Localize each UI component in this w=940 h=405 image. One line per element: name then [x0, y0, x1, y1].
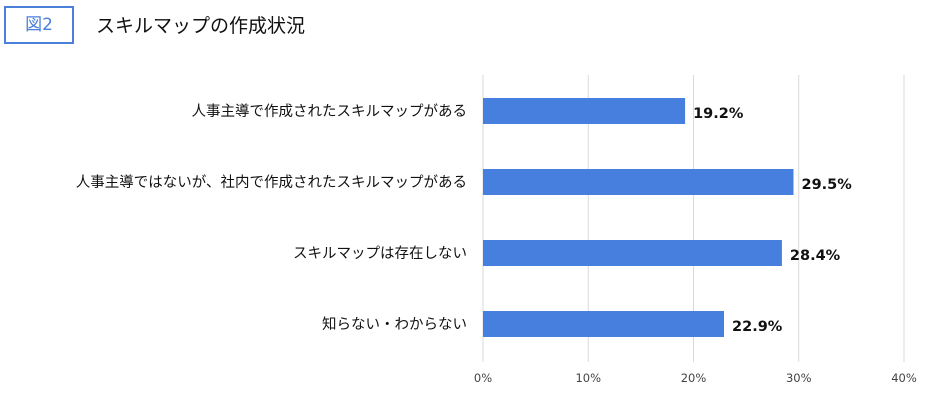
bar: [483, 240, 782, 266]
category-label: 人事主導で作成されたスキルマップがある: [192, 103, 468, 120]
x-tick-label: 0%: [474, 371, 492, 385]
x-tick-label: 40%: [891, 371, 917, 385]
data-label: 28.4%: [790, 248, 841, 264]
bar: [483, 169, 794, 195]
x-tick-label: 20%: [681, 371, 707, 385]
category-label: スキルマップは存在しない: [293, 245, 467, 262]
x-tick-label: 10%: [575, 371, 601, 385]
figure-number-badge: 図2: [4, 6, 74, 44]
chart-title: スキルマップの作成状況: [96, 15, 306, 37]
data-label: 19.2%: [693, 106, 744, 122]
bar: [483, 98, 686, 124]
category-label: 知らない・わからない: [322, 316, 467, 333]
data-label: 22.9%: [732, 319, 783, 335]
x-tick-label: 30%: [786, 371, 812, 385]
data-label: 29.5%: [801, 177, 852, 193]
category-label: 人事主導ではないが、社内で作成されたスキルマップがある: [76, 174, 467, 191]
bar: [483, 311, 725, 337]
